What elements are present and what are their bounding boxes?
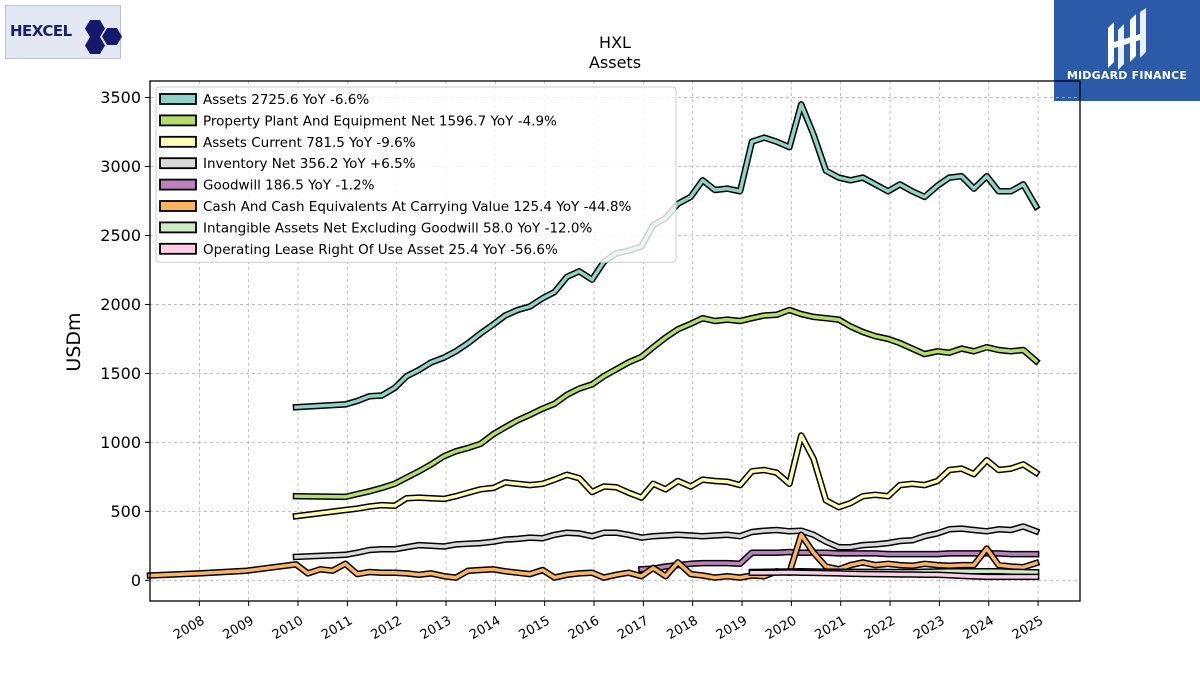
legend-swatch-assets-current	[159, 135, 197, 148]
x-tick-label: 2015	[517, 613, 553, 643]
legend-swatch-intangibles	[159, 221, 197, 234]
chart-title: HXL	[599, 33, 631, 52]
legend-swatch-ppe	[159, 114, 197, 127]
series-line-assets-current	[292, 432, 1041, 520]
legend-label-inventory: Inventory Net 356.2 YoY +6.5%	[203, 156, 416, 172]
series-line-inventory	[292, 523, 1041, 561]
legend-label-ppe: Property Plant And Equipment Net 1596.7 …	[203, 113, 557, 129]
y-tick-label: 2500	[100, 226, 141, 245]
series-line-ppe	[292, 306, 1041, 501]
y-axis-ticks: 0 500 1000 1500 2000 2500 3000 3500	[100, 88, 150, 590]
series-lines	[146, 101, 1041, 581]
midgard-finance-logo: MIDGARD FINANCE	[1054, 0, 1200, 101]
y-tick-label: 2000	[100, 295, 141, 314]
legend-label-cash: Cash And Cash Equivalents At Carrying Va…	[203, 199, 631, 215]
y-tick-label: 3000	[100, 157, 141, 176]
legend-swatch-cash	[159, 200, 197, 212]
series-stroke	[294, 102, 1039, 410]
series-stroke	[294, 433, 1039, 519]
x-tick-label: 2018	[665, 613, 701, 643]
x-tick-label: 2010	[270, 613, 306, 643]
x-tick-label: 2023	[911, 613, 947, 643]
x-tick-label: 2019	[714, 613, 750, 643]
y-tick-label: 3500	[100, 88, 141, 107]
hexcel-logo-text: HEXCEL	[10, 22, 72, 40]
y-axis-label: USDm	[63, 312, 85, 371]
series-stroke	[294, 524, 1039, 559]
legend-swatch-lease	[159, 242, 197, 255]
y-tick-label: 1000	[100, 433, 141, 452]
legend-swatch-inventory	[159, 157, 197, 170]
legend-label-lease: Operating Lease Right Of Use Asset 25.4 …	[203, 242, 558, 258]
y-tick-label: 500	[110, 502, 141, 521]
x-tick-label: 2016	[566, 613, 602, 643]
hexagon-icon	[85, 20, 122, 54]
plot-frame	[149, 80, 1081, 602]
x-tick-label: 2025	[1010, 613, 1046, 643]
x-tick-label: 2008	[171, 613, 207, 643]
x-tick-label: 2022	[862, 613, 898, 643]
legend-swatch-assets	[159, 93, 197, 105]
legend-swatch-goodwill	[159, 178, 197, 191]
series-line-lease	[748, 569, 1040, 581]
legend: Assets 2725.6 YoY -6.6% Property Plant An…	[155, 86, 677, 263]
x-tick-label: 2011	[319, 613, 355, 643]
legend-label-intangibles: Intangible Assets Net Excluding Goodwill…	[203, 220, 593, 236]
x-tick-label: 2021	[813, 613, 849, 643]
y-tick-label: 0	[131, 571, 141, 590]
chart-subtitle: Assets	[589, 53, 641, 72]
legend-label-goodwill: Goodwill 186.5 YoY -1.2%	[203, 178, 375, 194]
series-line-cash	[146, 531, 1041, 581]
x-tick-label: 2012	[369, 613, 405, 643]
series-line-goodwill	[637, 548, 1040, 573]
y-tick-label: 1500	[100, 364, 141, 383]
x-tick-label: 2014	[467, 613, 503, 643]
series-stroke	[639, 550, 1038, 572]
midgard-emblem-icon	[1108, 8, 1146, 70]
legend-label-assets-current: Assets Current 781.5 YoY -9.6%	[203, 135, 416, 151]
x-tick-label: 2009	[221, 613, 257, 643]
series-stroke	[750, 570, 1038, 579]
x-axis-ticks: 2008 2009 2010 2011 2012 2013 2014 2015 2016 2017…	[171, 601, 1046, 643]
x-tick-label: 2024	[961, 613, 997, 643]
midgard-logo-text: MIDGARD FINANCE	[1066, 69, 1188, 82]
hexcel-logo: HEXCEL	[5, 5, 122, 59]
series-stroke	[294, 308, 1039, 499]
series-stroke	[148, 533, 1039, 580]
legend-label-assets: Assets 2725.6 YoY -6.6%	[203, 92, 369, 108]
series-line-assets	[292, 101, 1041, 411]
x-tick-label: 2020	[763, 613, 799, 643]
x-tick-label: 2017	[615, 613, 651, 643]
x-tick-label: 2013	[418, 613, 454, 643]
legend-box	[155, 86, 677, 263]
